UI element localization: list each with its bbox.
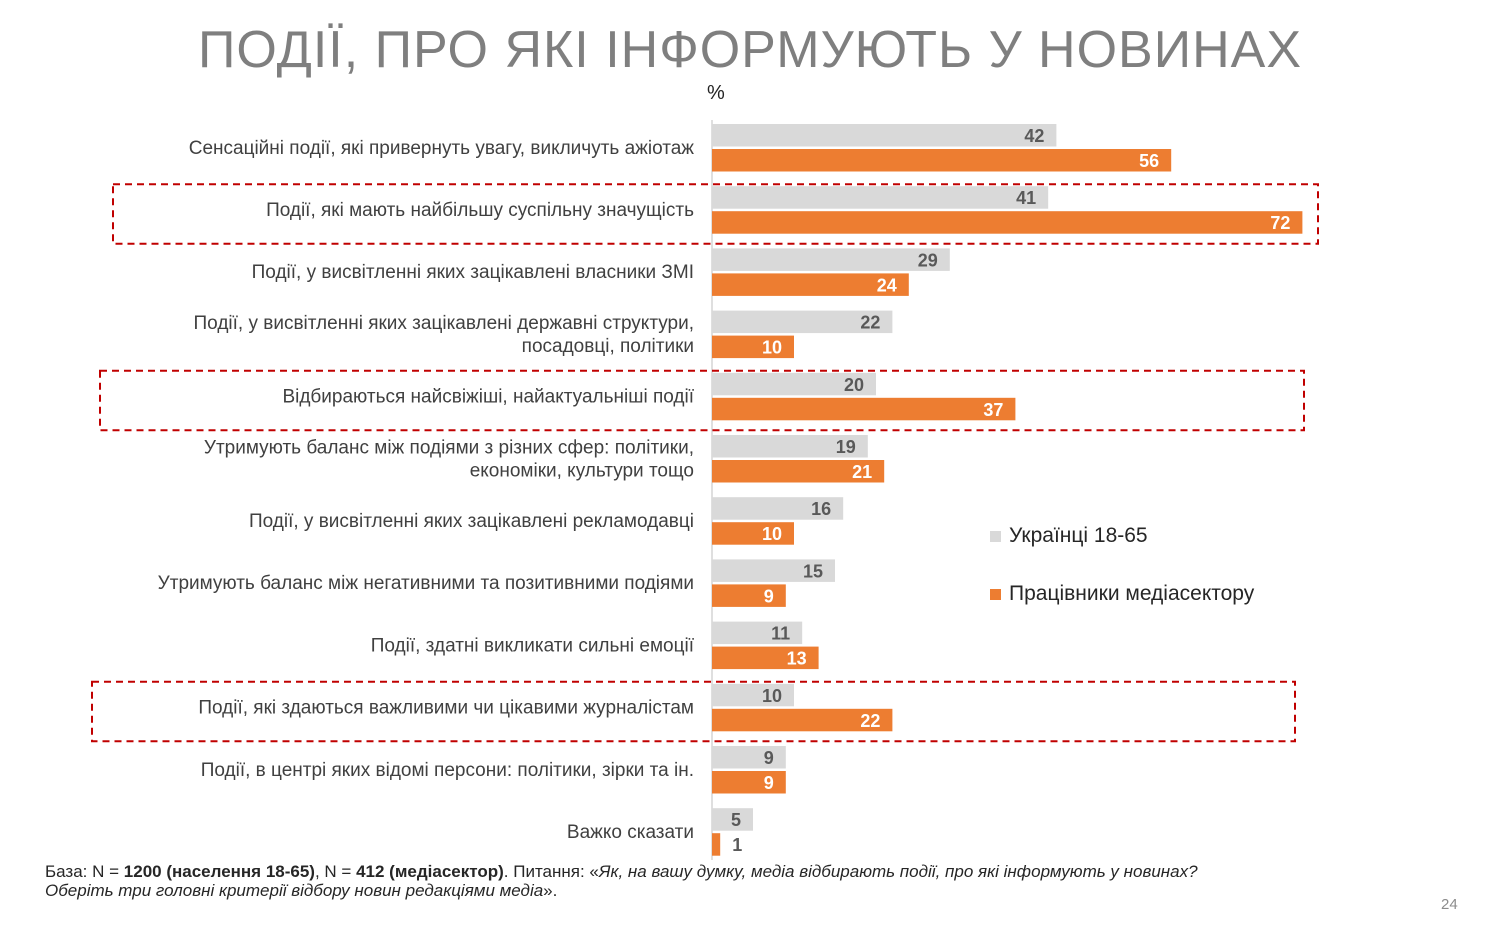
- value-label-series-2-5: 21: [852, 462, 872, 482]
- value-label-series-1-5: 19: [836, 437, 856, 457]
- legend-item-series-1: Українці 18-65: [990, 524, 1148, 548]
- bar-series-1-3: [712, 310, 893, 334]
- bar-series-1-7: [712, 559, 835, 582]
- bar-series-2-11: [712, 833, 721, 856]
- bar-series-2-5: [712, 460, 885, 483]
- bar-series-2-6: [712, 522, 794, 545]
- value-label-series-1-7: 15: [803, 561, 823, 581]
- legend-label-series-2: Працівники медіасектору: [1009, 582, 1255, 605]
- bar-series-2-4: [712, 397, 1016, 421]
- legend-item-series-2: Працівники медіасектору: [990, 582, 1254, 606]
- footnote-question-line2: Оберіть три головні критерії відбору нов…: [45, 881, 544, 900]
- category-label-7: Утримують баланс між негативними та пози…: [158, 573, 694, 594]
- value-label-series-1-4: 20: [844, 375, 864, 395]
- category-label-10: Події, в центрі яких відомі персони: пол…: [201, 760, 694, 781]
- bar-series-1-2: [712, 248, 950, 271]
- category-label-2: Події, у висвітленні яких зацікавлені вл…: [252, 262, 694, 283]
- value-label-series-1-0: 42: [1024, 126, 1044, 146]
- value-label-series-2-11: 1: [732, 835, 742, 855]
- footnote-question-line1: Як, на вашу думку, медіа відбирають поді…: [598, 862, 1198, 881]
- category-label-5-line-1: економіки, культури тощо: [470, 460, 694, 481]
- footnote-question-prefix: . Питання: «: [503, 862, 599, 881]
- category-label-0: Сенсаційні події, які привернуть увагу, …: [189, 138, 695, 159]
- footnote-question-suffix: ».: [543, 881, 558, 900]
- footnote-base-n2: 412 (медіасектор): [356, 862, 504, 881]
- bar-series-2-2: [712, 273, 909, 296]
- bar-series-1-5: [712, 435, 868, 458]
- footnote-base-mid: , N =: [314, 862, 357, 881]
- category-label-3-line-0: Події, у висвітленні яких зацікавлені де…: [194, 313, 694, 334]
- value-label-series-1-8: 11: [771, 624, 790, 644]
- page-title: ПОДІЇ, ПРО ЯКІ ІНФОРМУЮТЬ У НОВИНАХ: [197, 21, 1303, 79]
- value-label-series-2-8: 13: [787, 649, 807, 669]
- bar-series-2-10: [712, 771, 786, 794]
- bar-series-2-0: [712, 149, 1172, 172]
- value-label-series-2-2: 24: [877, 275, 897, 295]
- legend-swatch-series-2: [990, 588, 1001, 600]
- value-label-series-2-1: 72: [1270, 213, 1290, 233]
- value-label-series-2-9: 22: [860, 711, 880, 731]
- page-number: 24: [1441, 896, 1458, 913]
- category-label-11: Важко сказати: [567, 822, 694, 843]
- category-label-5-line-0: Утримують баланс між подіями з різних сф…: [204, 437, 694, 458]
- value-label-series-1-9: 10: [762, 686, 782, 706]
- highlight-box-4: [99, 369, 1305, 432]
- footnote: База: N = 1200 (населення 18-65), N = 41…: [45, 862, 1445, 900]
- bar-chart: 42 56 Сенсаційні події, які привернуть ува…: [91, 120, 1319, 860]
- unit-label: %: [707, 82, 725, 104]
- category-label-3-line-1: посадовці, політики: [522, 336, 694, 357]
- footnote-base-n1: 1200 (населення 18-65): [123, 862, 315, 881]
- value-label-series-2-6: 10: [762, 524, 782, 544]
- bar-series-1-11: [712, 808, 753, 831]
- bar-series-1-6: [712, 497, 844, 520]
- value-label-series-1-2: 29: [918, 250, 938, 270]
- legend-swatch-series-1: [990, 530, 1001, 542]
- bar-series-2-7: [712, 584, 786, 607]
- value-label-series-2-7: 9: [764, 586, 774, 606]
- value-label-series-1-1: 41: [1016, 188, 1036, 208]
- value-label-series-1-6: 16: [811, 499, 831, 519]
- bar-series-1-0: [712, 124, 1057, 147]
- category-label-9: Події, які здаються важливими чи цікавим…: [198, 698, 694, 719]
- value-label-series-2-10: 9: [764, 773, 774, 793]
- bar-series-1-4: [712, 372, 876, 396]
- category-label-4: Відбираються найсвіжіші, найактуальніші …: [282, 387, 694, 408]
- value-label-series-1-11: 5: [731, 810, 741, 830]
- value-label-series-2-0: 56: [1139, 151, 1159, 171]
- bar-series-2-9: [712, 708, 893, 732]
- highlight-box-1: [112, 183, 1319, 245]
- category-label-1: Події, які мають найбільшу суспільну зна…: [266, 200, 694, 221]
- category-label-8: Події, здатні викликати сильні емоції: [371, 635, 695, 656]
- highlight-box-9: [91, 680, 1296, 743]
- value-label-series-2-4: 37: [983, 400, 1003, 420]
- bar-series-1-10: [712, 746, 786, 769]
- bar-series-2-1: [712, 211, 1303, 234]
- legend-label-series-1: Українці 18-65: [1009, 524, 1148, 547]
- bar-series-2-3: [712, 335, 794, 359]
- value-label-series-2-3: 10: [762, 338, 782, 358]
- value-label-series-1-10: 9: [764, 748, 774, 768]
- bar-series-2-8: [712, 646, 819, 670]
- bar-series-1-1: [712, 186, 1049, 209]
- category-label-6: Події, у висвітленні яких зацікавлені ре…: [249, 511, 694, 532]
- value-label-series-1-3: 22: [860, 313, 880, 333]
- bar-series-1-8: [712, 621, 803, 645]
- bar-series-1-9: [712, 683, 794, 707]
- footnote-base-prefix: База: N =: [45, 862, 124, 881]
